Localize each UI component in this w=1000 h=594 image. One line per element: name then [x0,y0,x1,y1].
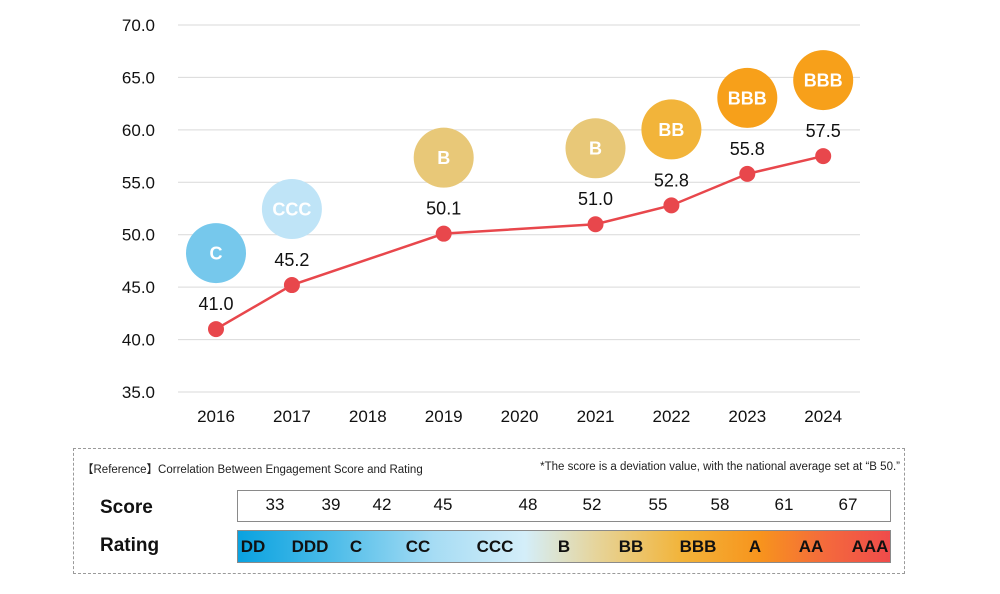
data-point [739,165,756,182]
score-label: Score [100,497,153,518]
y-tick-label: 55.0 [122,173,155,192]
rating-badge [186,223,246,284]
score-value: 58 [710,495,730,514]
data-label: 41.0 [198,294,233,314]
x-tick-label: 2023 [728,407,766,426]
rating-badge [641,99,702,160]
data-label: 50.1 [426,199,461,219]
rating-badge-label: CCC [272,200,311,220]
rating-value: B [557,537,571,556]
x-tick-label: 2024 [804,407,842,426]
data-point [587,216,604,233]
data-point [435,225,452,242]
rating-badge-label: B [437,148,450,168]
score-value: 48 [518,495,538,514]
chart: 35.040.045.050.055.060.065.070.0 2016 201… [122,16,860,426]
y-axis: 35.0 40.0 45.0 50.0 55.0 60.0 65.0 70.0 [122,16,155,402]
y-tick-label: 40.0 [122,331,155,350]
x-axis: 2016 2017 2018 2019 2020 2021 2022 2023 2024 [197,407,842,426]
rating-label: Rating [100,535,160,556]
rating-value: BBB [679,537,717,556]
rating-badge-label: BBB [804,71,843,91]
reference-box: 【Reference】Correlation Between Engagemen… [73,448,905,574]
rating-value: CC [405,537,431,556]
rating-badge-label: C [210,244,223,264]
x-tick-label: 2020 [501,407,539,426]
score-value: 39 [321,495,341,514]
rating-scale: DD DDD C CC CCC B BB BBB A AA AAA [237,530,891,563]
rating-value: CCC [476,537,514,556]
x-tick-label: 2017 [273,407,311,426]
score-value: 33 [265,495,285,514]
data-label: 57.5 [806,121,841,141]
rating-badge-label: BBB [728,88,767,108]
y-tick-label: 45.0 [122,278,155,297]
data-label: 55.8 [730,139,765,159]
score-scale: 33 39 42 45 48 52 55 58 61 67 [237,490,891,522]
data-points [208,148,832,338]
rating-value: AAA [851,537,889,556]
x-tick-label: 2019 [425,407,463,426]
data-point [815,148,832,165]
x-tick-label: 2022 [652,407,690,426]
y-tick-label: 60.0 [122,121,155,140]
rating-badge-label: B [589,139,602,159]
rating-badge [565,118,626,179]
data-label: 45.2 [274,250,309,270]
data-label: 52.8 [654,170,689,190]
reference-title: 【Reference】Correlation Between Engagemen… [82,464,423,476]
rating-badge [261,179,322,240]
data-label: 51.0 [578,189,613,209]
rating-value: C [349,537,363,556]
score-value: 67 [838,495,858,514]
rating-value: A [748,537,762,556]
reference-note: *The score is a deviation value, with th… [540,461,900,473]
rating-badge [717,67,778,128]
score-value: 55 [648,495,668,514]
y-tick-label: 65.0 [122,68,155,87]
data-labels: 41.0 45.2 50.1 51.0 52.8 55.8 57.5 [198,121,840,314]
x-tick-label: 2021 [577,407,615,426]
data-point [208,321,224,338]
score-value: 52 [582,495,602,514]
x-tick-label: 2018 [349,407,387,426]
rating-badge [413,127,474,188]
rating-badge-label: BB [658,120,684,140]
x-tick-label: 2016 [197,407,235,426]
rating-value: AA [798,537,824,556]
y-tick-label: 70.0 [122,16,155,35]
y-tick-label: 50.0 [122,226,155,245]
rating-badge [793,50,854,111]
data-point [663,197,680,214]
score-value: 45 [433,495,453,514]
y-tick-label: 35.0 [122,383,155,402]
rating-value: DD [240,537,266,556]
rating-value: BB [618,537,644,556]
rating-value: DDD [291,537,329,556]
score-value: 61 [774,495,794,514]
data-point [283,277,300,294]
score-value: 42 [372,495,392,514]
